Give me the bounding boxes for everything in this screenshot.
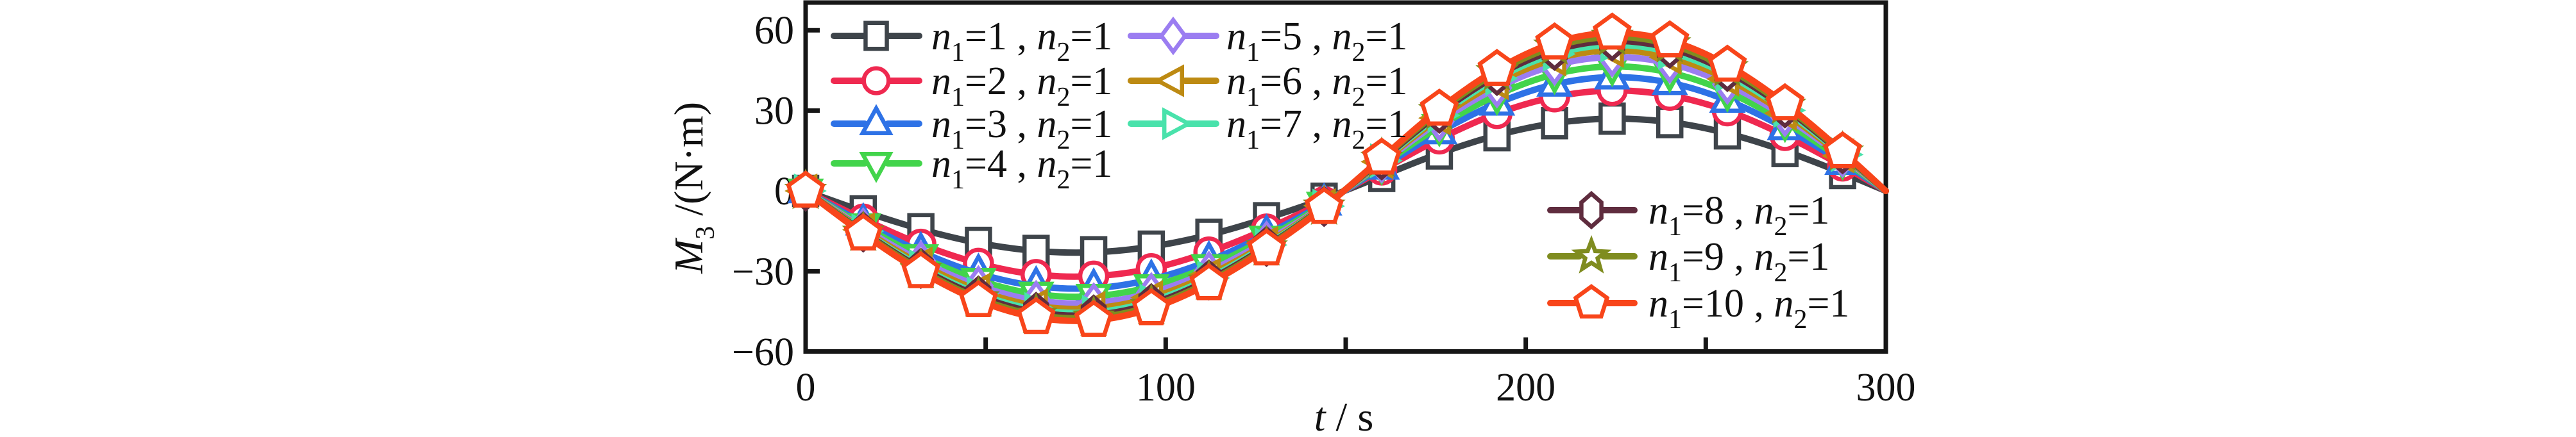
marker-triangle-right-icon [1162, 107, 1193, 140]
y-tick-label: 60 [754, 9, 794, 53]
marker-pentagon-icon [1535, 22, 1575, 60]
legend-item-3-1: n1=3 , n2=1 [831, 103, 1112, 155]
x-axis-title: t / s [1314, 394, 1373, 437]
marker-pentagon-icon [1304, 186, 1344, 224]
marker-pentagon-icon [1573, 284, 1610, 319]
marker-square-icon [1541, 106, 1568, 140]
x-tick-label: 100 [1136, 366, 1196, 409]
marker-diamond-icon [1158, 16, 1188, 56]
marker-star-icon [1571, 235, 1612, 274]
x-tick-label: 300 [1856, 366, 1916, 409]
series-10-1 [786, 12, 1889, 337]
legend-label: n1=9 , n2=1 [1648, 235, 1829, 288]
marker-pentagon-icon [958, 279, 998, 317]
y-tick-label: −60 [732, 331, 794, 374]
legend-item-10-1: n1=10 , n2=1 [1547, 282, 1849, 334]
legend-item-6-1: n1=6 , n2=1 [1128, 60, 1407, 112]
legend: n1=1 , n2=1n1=2 , n2=1n1=3 , n2=1n1=4 , … [831, 15, 1849, 334]
legend-label: n1=6 , n2=1 [1226, 60, 1407, 112]
marker-pentagon-icon [1419, 88, 1459, 126]
legend-label: n1=10 , n2=1 [1648, 282, 1849, 334]
marker-pentagon-icon [1765, 83, 1805, 120]
legend-item-7-1: n1=7 , n2=1 [1128, 103, 1407, 155]
marker-triangle-left-icon [1153, 64, 1185, 97]
marker-pentagon-icon [1707, 44, 1747, 82]
marker-pentagon-icon [1131, 288, 1171, 326]
marker-square-icon [1598, 102, 1626, 135]
marker-square-icon [863, 21, 889, 51]
marker-pentagon-icon [1650, 20, 1690, 58]
legend-label: n1=8 , n2=1 [1648, 189, 1829, 242]
legend-item-4-1: n1=4 , n2=1 [831, 142, 1112, 195]
marker-pentagon-icon [1074, 299, 1114, 337]
legend-label: n1=1 , n2=1 [931, 15, 1112, 67]
y-tick-label: 30 [754, 90, 794, 133]
marker-square-icon [1656, 106, 1684, 138]
y-axis-title-text: M3 /(N·m) [666, 102, 720, 274]
marker-pentagon-icon [1247, 228, 1286, 266]
marker-pentagon-icon [1016, 297, 1056, 334]
marker-triangle-down-icon [859, 152, 894, 183]
legend-item-2-1: n1=2 , n2=1 [831, 60, 1112, 112]
x-tick-label: 0 [796, 366, 816, 409]
marker-pentagon-icon [1592, 12, 1632, 50]
legend-label: n1=5 , n2=1 [1226, 15, 1407, 67]
marker-pentagon-icon [1362, 137, 1402, 175]
legend-item-9-1: n1=9 , n2=1 [1547, 235, 1829, 288]
marker-triangle-up-icon [859, 104, 894, 135]
marker-pentagon-icon [843, 213, 883, 251]
legend-label: n1=2 , n2=1 [931, 60, 1112, 112]
marker-pentagon-icon [1823, 131, 1863, 169]
legend-label: n1=4 , n2=1 [931, 142, 1112, 195]
legend-label: n1=3 , n2=1 [931, 103, 1112, 155]
legend-item-8-1: n1=8 , n2=1 [1547, 189, 1829, 242]
marker-pentagon-icon [1189, 263, 1229, 301]
series-layer [784, 12, 1889, 337]
legend-label: n1=7 , n2=1 [1226, 103, 1407, 155]
legend-item-5-1: n1=5 , n2=1 [1128, 15, 1407, 67]
marker-circle-icon [861, 66, 891, 95]
y-tick-label: −30 [732, 250, 794, 293]
marker-pentagon-icon [786, 170, 826, 208]
marker-hexagon-icon [1579, 190, 1604, 230]
y-axis-title: M3 /(N·m) [666, 102, 720, 274]
legend-item-1-1: n1=1 , n2=1 [831, 15, 1112, 67]
marker-pentagon-icon [901, 251, 941, 288]
marker-pentagon-icon [1477, 49, 1517, 87]
x-tick-label: 200 [1496, 366, 1555, 409]
